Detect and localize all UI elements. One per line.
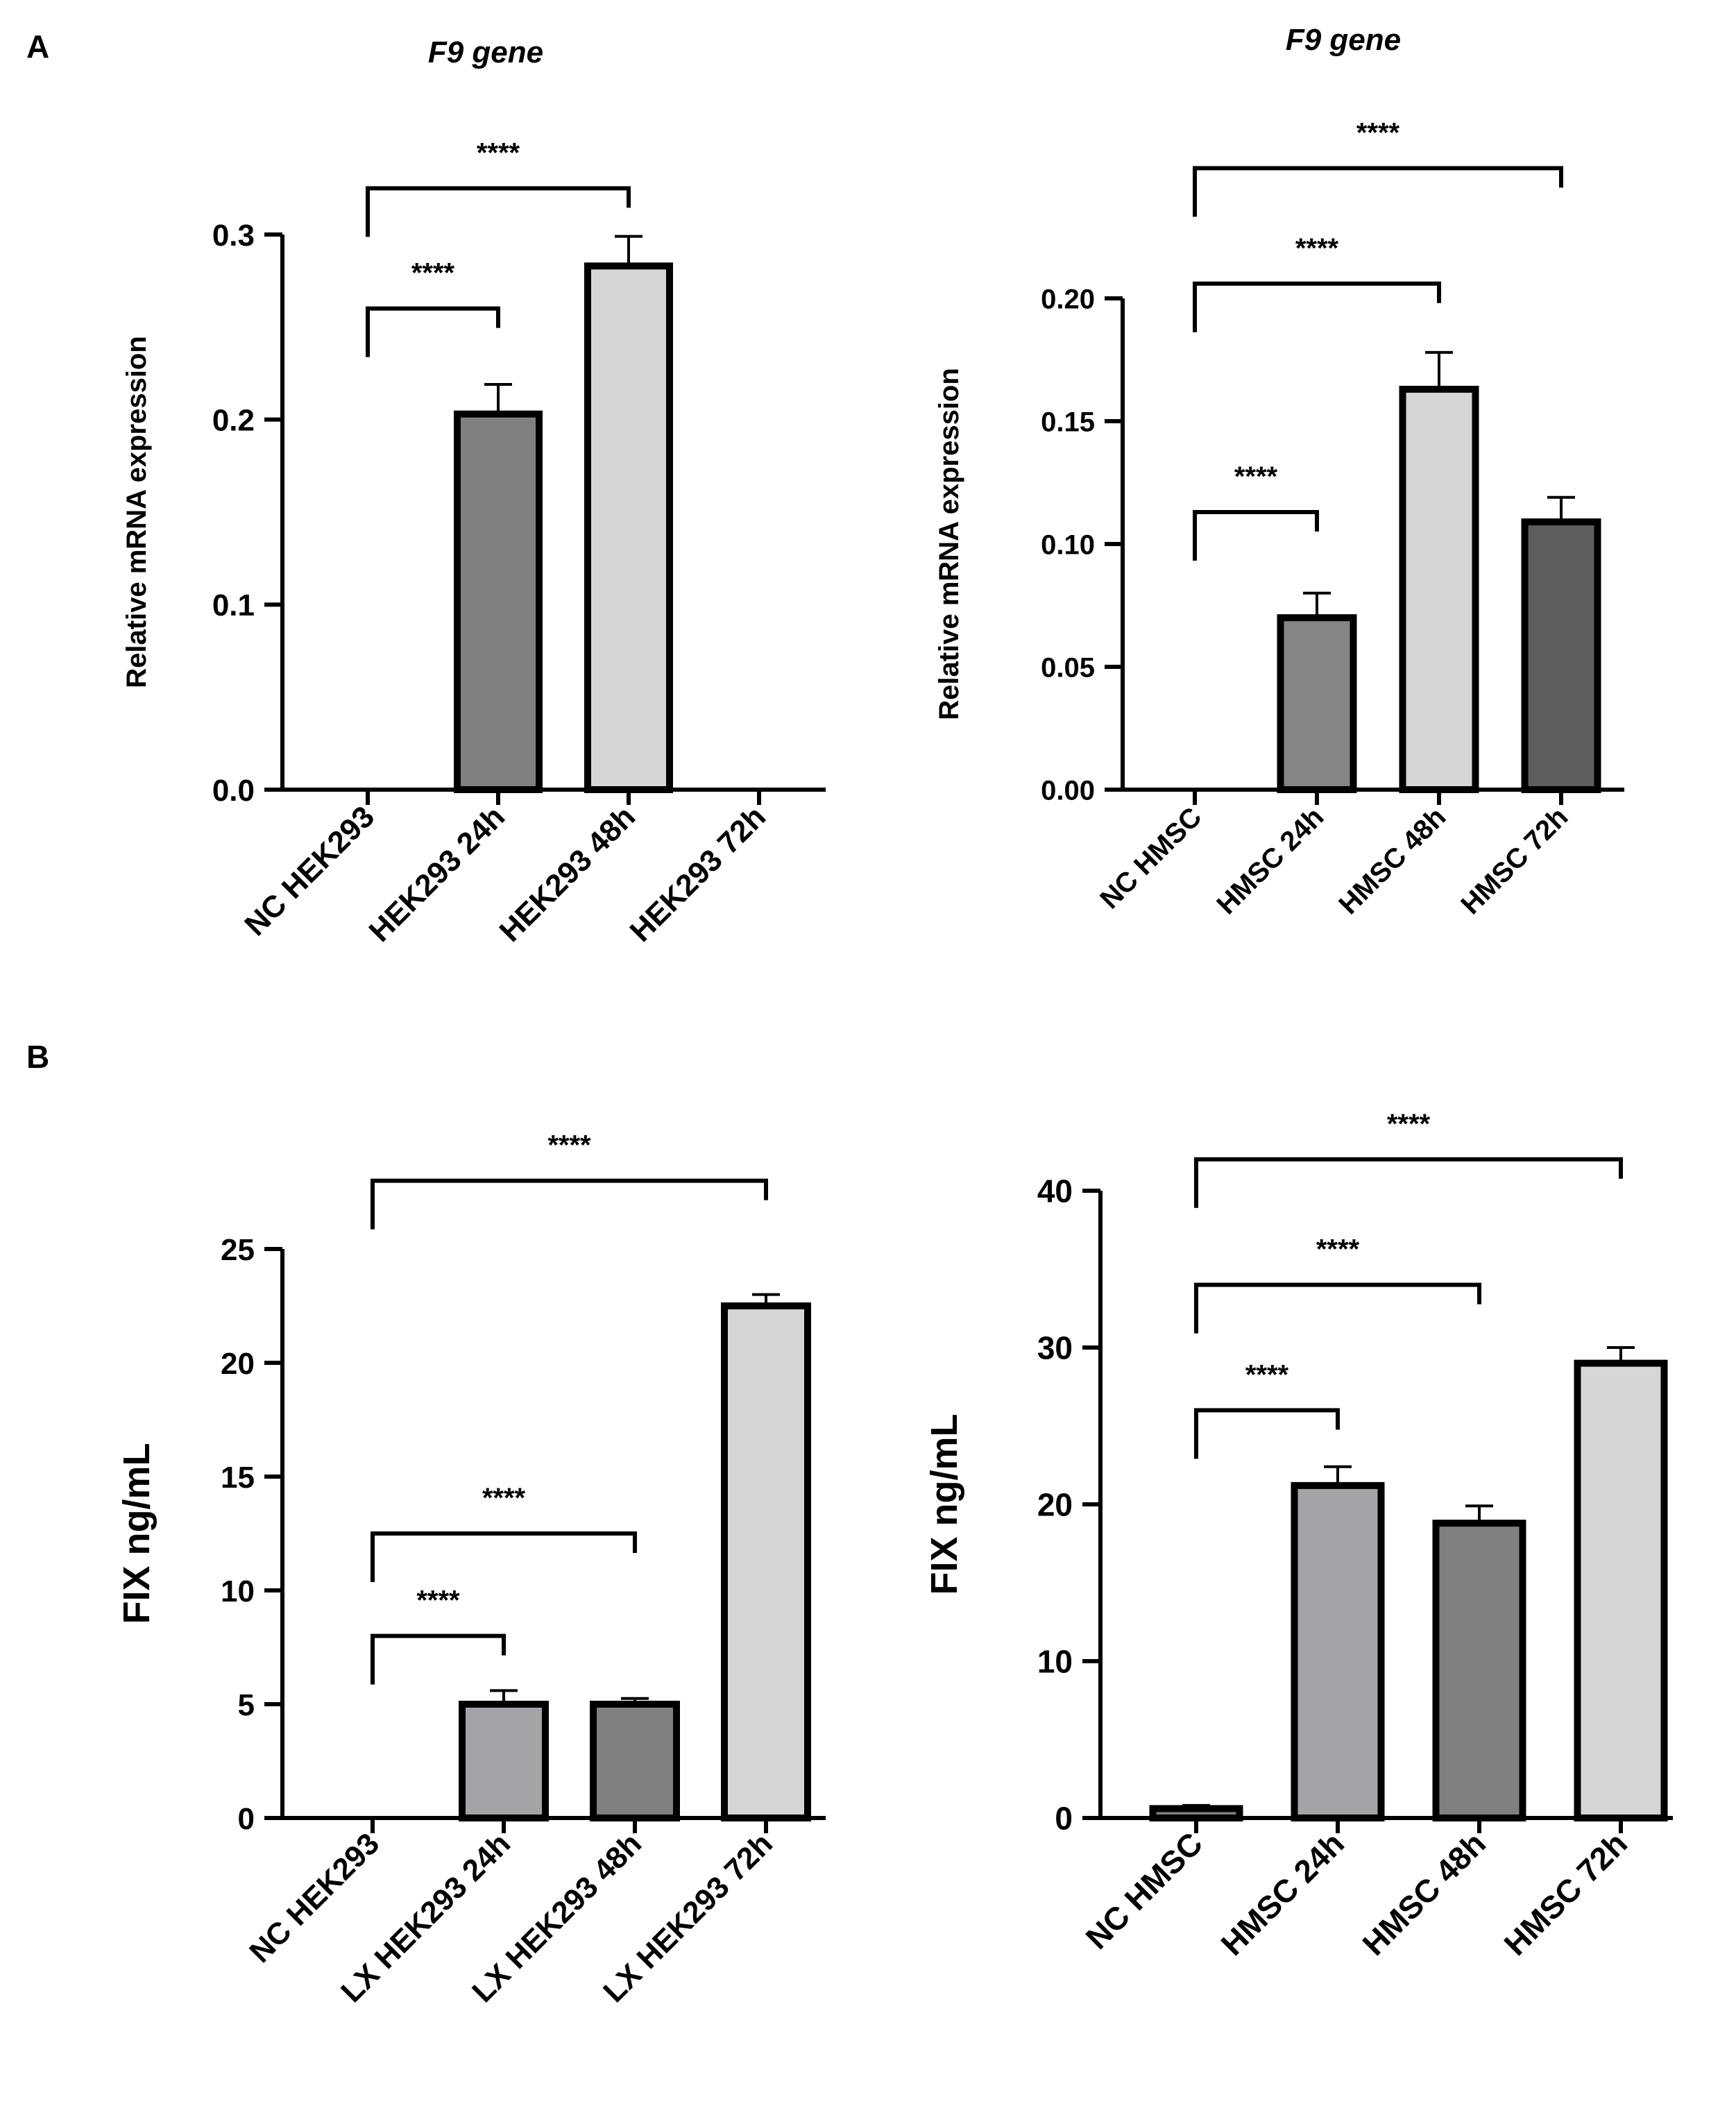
x-category-label: NC HEK293 (238, 799, 381, 942)
bar-1 (454, 410, 543, 793)
y-tick-label: 0.20 (1041, 284, 1095, 314)
bar-2 (584, 262, 673, 794)
significance-label: **** (411, 258, 455, 289)
significance-bracket (366, 186, 631, 237)
significance-label: **** (1387, 1109, 1431, 1139)
bar-3 (1574, 1359, 1668, 1822)
y-axis-label: Relative mRNA expression (121, 336, 152, 688)
panel-label-a: A (26, 28, 50, 65)
x-category-label: HMSC 24h (1211, 801, 1329, 920)
x-category-label: HEK293 72h (624, 799, 773, 949)
significance-bracket (371, 1178, 768, 1230)
bar-2 (590, 1701, 680, 1821)
y-tick-label: 0.2 (212, 404, 255, 438)
significance-label: **** (1245, 1359, 1289, 1390)
chart-b-hmsc: 0 10 20 30 40 FIX ng/mL NC HMSC HMSC 24h HMSC 48… (924, 1109, 1673, 1962)
y-tick-label: 20 (221, 1347, 255, 1381)
significance-bracket (1194, 1408, 1340, 1459)
y-tick-label: 0.10 (1041, 529, 1095, 560)
y-axis-label: FIX ng/mL (116, 1443, 158, 1624)
significance-label: **** (1295, 233, 1339, 264)
bar-1 (1291, 1481, 1385, 1821)
significance-label: **** (1356, 117, 1400, 148)
y-tick-label: 0.0 (212, 774, 255, 808)
significance-bracket (1193, 166, 1563, 217)
x-category-label: HMSC 48h (1333, 801, 1452, 920)
bar-3 (721, 1302, 811, 1821)
x-category-label: NC HMSC (1079, 1825, 1210, 1956)
x-category-label: NC HEK293 (243, 1826, 386, 1969)
x-category-label: HEK293 24h (363, 799, 512, 949)
y-tick-label: 30 (1037, 1330, 1073, 1366)
y-axis-label: Relative mRNA expression (934, 368, 964, 720)
bar-2 (1432, 1520, 1526, 1821)
significance-bracket (1194, 1157, 1623, 1208)
significance-bracket (1194, 1282, 1481, 1334)
y-tick-label: 40 (1037, 1173, 1073, 1209)
y-tick-label: 0.1 (212, 588, 255, 622)
significance-bracket (366, 306, 500, 357)
chart-title: F9 gene (428, 35, 543, 69)
chart-a-hek293: F9 gene 0.0 0.1 0.2 0.3 Relative mRNA express… (121, 35, 826, 949)
y-tick-label: 25 (221, 1233, 255, 1267)
x-category-label: HEK293 48h (493, 799, 643, 949)
x-category-label: HMSC 72h (1497, 1825, 1634, 1962)
y-tick-label: 0.15 (1041, 407, 1095, 437)
y-tick-label: 0 (1055, 1801, 1073, 1837)
x-category-label: HMSC 72h (1455, 801, 1574, 920)
y-tick-label: 15 (221, 1461, 255, 1495)
y-tick-label: 20 (1037, 1487, 1073, 1523)
significance-bracket (371, 1633, 506, 1685)
significance-label: **** (482, 1483, 526, 1513)
x-category-label: HMSC 24h (1214, 1825, 1351, 1962)
y-tick-label: 0.3 (212, 219, 255, 253)
y-tick-label: 0.05 (1041, 652, 1095, 683)
significance-bracket (371, 1531, 637, 1582)
chart-a-hmsc: F9 gene 0.00 0.05 0.10 0.15 0.20 Relative mRNA… (934, 23, 1624, 920)
bar-0 (1149, 1805, 1243, 1821)
y-tick-label: 10 (1037, 1644, 1073, 1680)
chart-title: F9 gene (1286, 23, 1401, 57)
significance-label: **** (1316, 1234, 1360, 1265)
y-tick-label: 0 (238, 1802, 255, 1836)
y-tick-label: 5 (238, 1688, 255, 1722)
y-axis-label: FIX ng/mL (924, 1414, 965, 1595)
y-tick-label: 10 (221, 1574, 255, 1608)
significance-bracket (1193, 509, 1319, 561)
y-tick-label: 0.00 (1041, 775, 1095, 806)
panel-label-b: B (26, 1039, 50, 1075)
significance-label: **** (416, 1586, 460, 1616)
significance-label: **** (477, 137, 520, 168)
significance-bracket (1193, 281, 1441, 332)
bar-1 (1277, 614, 1357, 794)
significance-label: **** (1234, 461, 1278, 492)
bar-3 (1521, 518, 1601, 793)
bar-2 (1399, 385, 1479, 793)
x-category-label: HMSC 48h (1355, 1825, 1492, 1962)
bar-1 (459, 1701, 549, 1821)
significance-label: **** (547, 1130, 591, 1161)
x-category-label: NC HMSC (1094, 801, 1207, 915)
